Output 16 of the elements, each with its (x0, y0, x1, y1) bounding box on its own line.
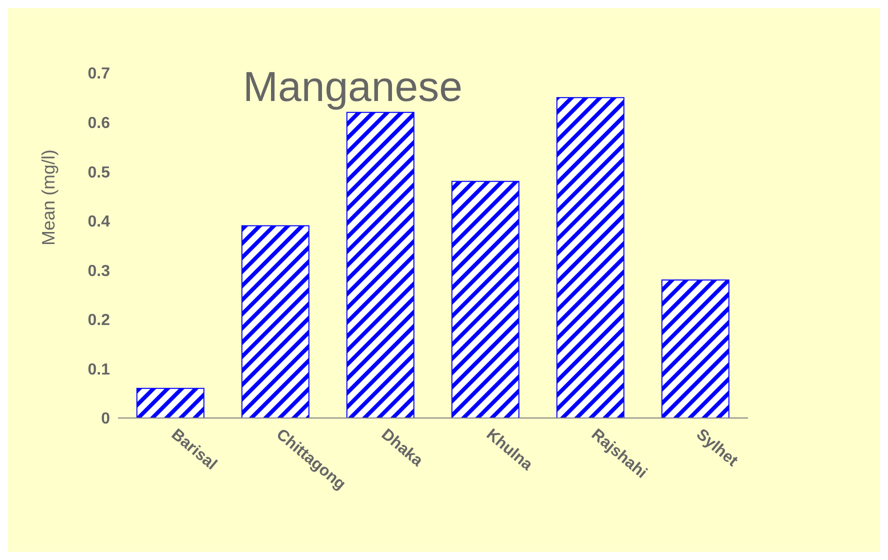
chart-title: Manganese (243, 63, 462, 111)
y-tick-label: 0.4 (88, 214, 110, 231)
y-tick-label: 0.3 (88, 262, 110, 280)
bar (346, 112, 414, 418)
bar (451, 180, 520, 418)
y-tick-label: 0.6 (88, 114, 110, 132)
y-tick-label: 0 (101, 410, 110, 428)
bar (556, 97, 624, 418)
bar (661, 280, 730, 418)
y-axis-title: Mean (mg/l) (38, 149, 58, 246)
y-tick-label: 0.1 (88, 361, 110, 378)
bar (241, 225, 310, 418)
y-tick-label: 0.2 (88, 312, 110, 330)
bar (136, 388, 204, 418)
y-tick-label: 0.7 (88, 66, 110, 83)
y-tick-label: 0.5 (88, 164, 110, 182)
